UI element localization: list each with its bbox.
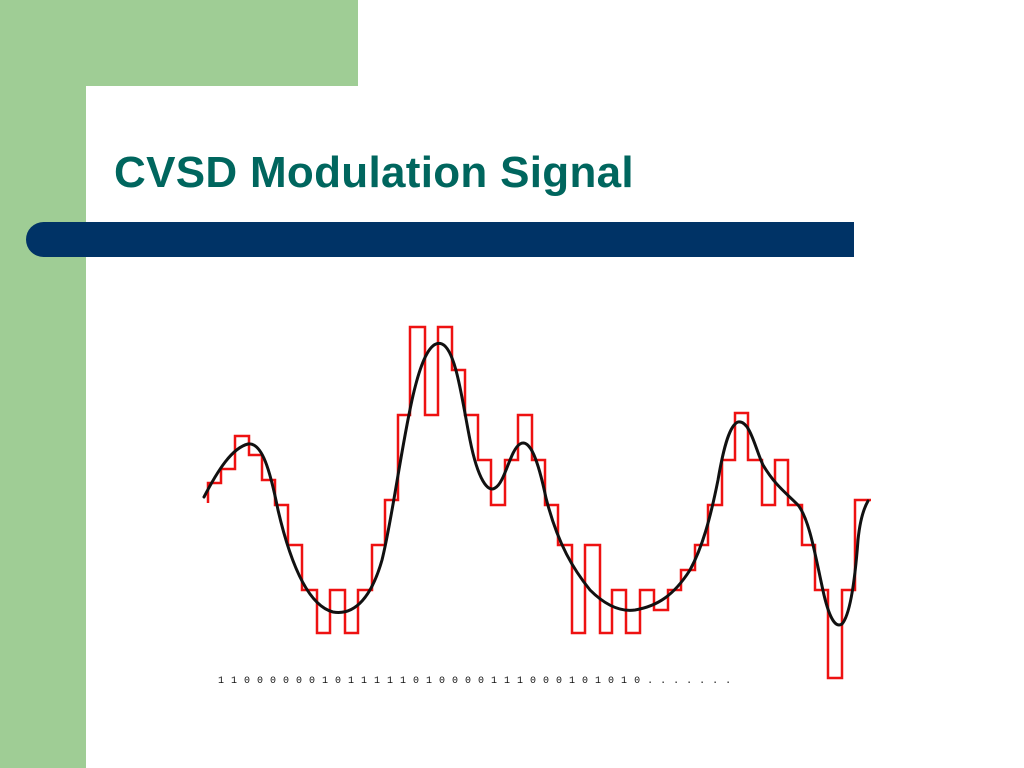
slide-content-area bbox=[86, 86, 1024, 768]
cvsd-staircase-approximation bbox=[206, 325, 871, 680]
analog-input-signal bbox=[202, 341, 870, 627]
slide-title: CVSD Modulation Signal bbox=[114, 148, 634, 197]
title-underline-bar bbox=[26, 222, 854, 257]
bit-sequence: 1 1 0 0 0 0 0 0 1 0 1 1 1 1 1 0 1 0 0 0 … bbox=[218, 676, 732, 687]
slide-frame-left-green bbox=[0, 0, 86, 768]
